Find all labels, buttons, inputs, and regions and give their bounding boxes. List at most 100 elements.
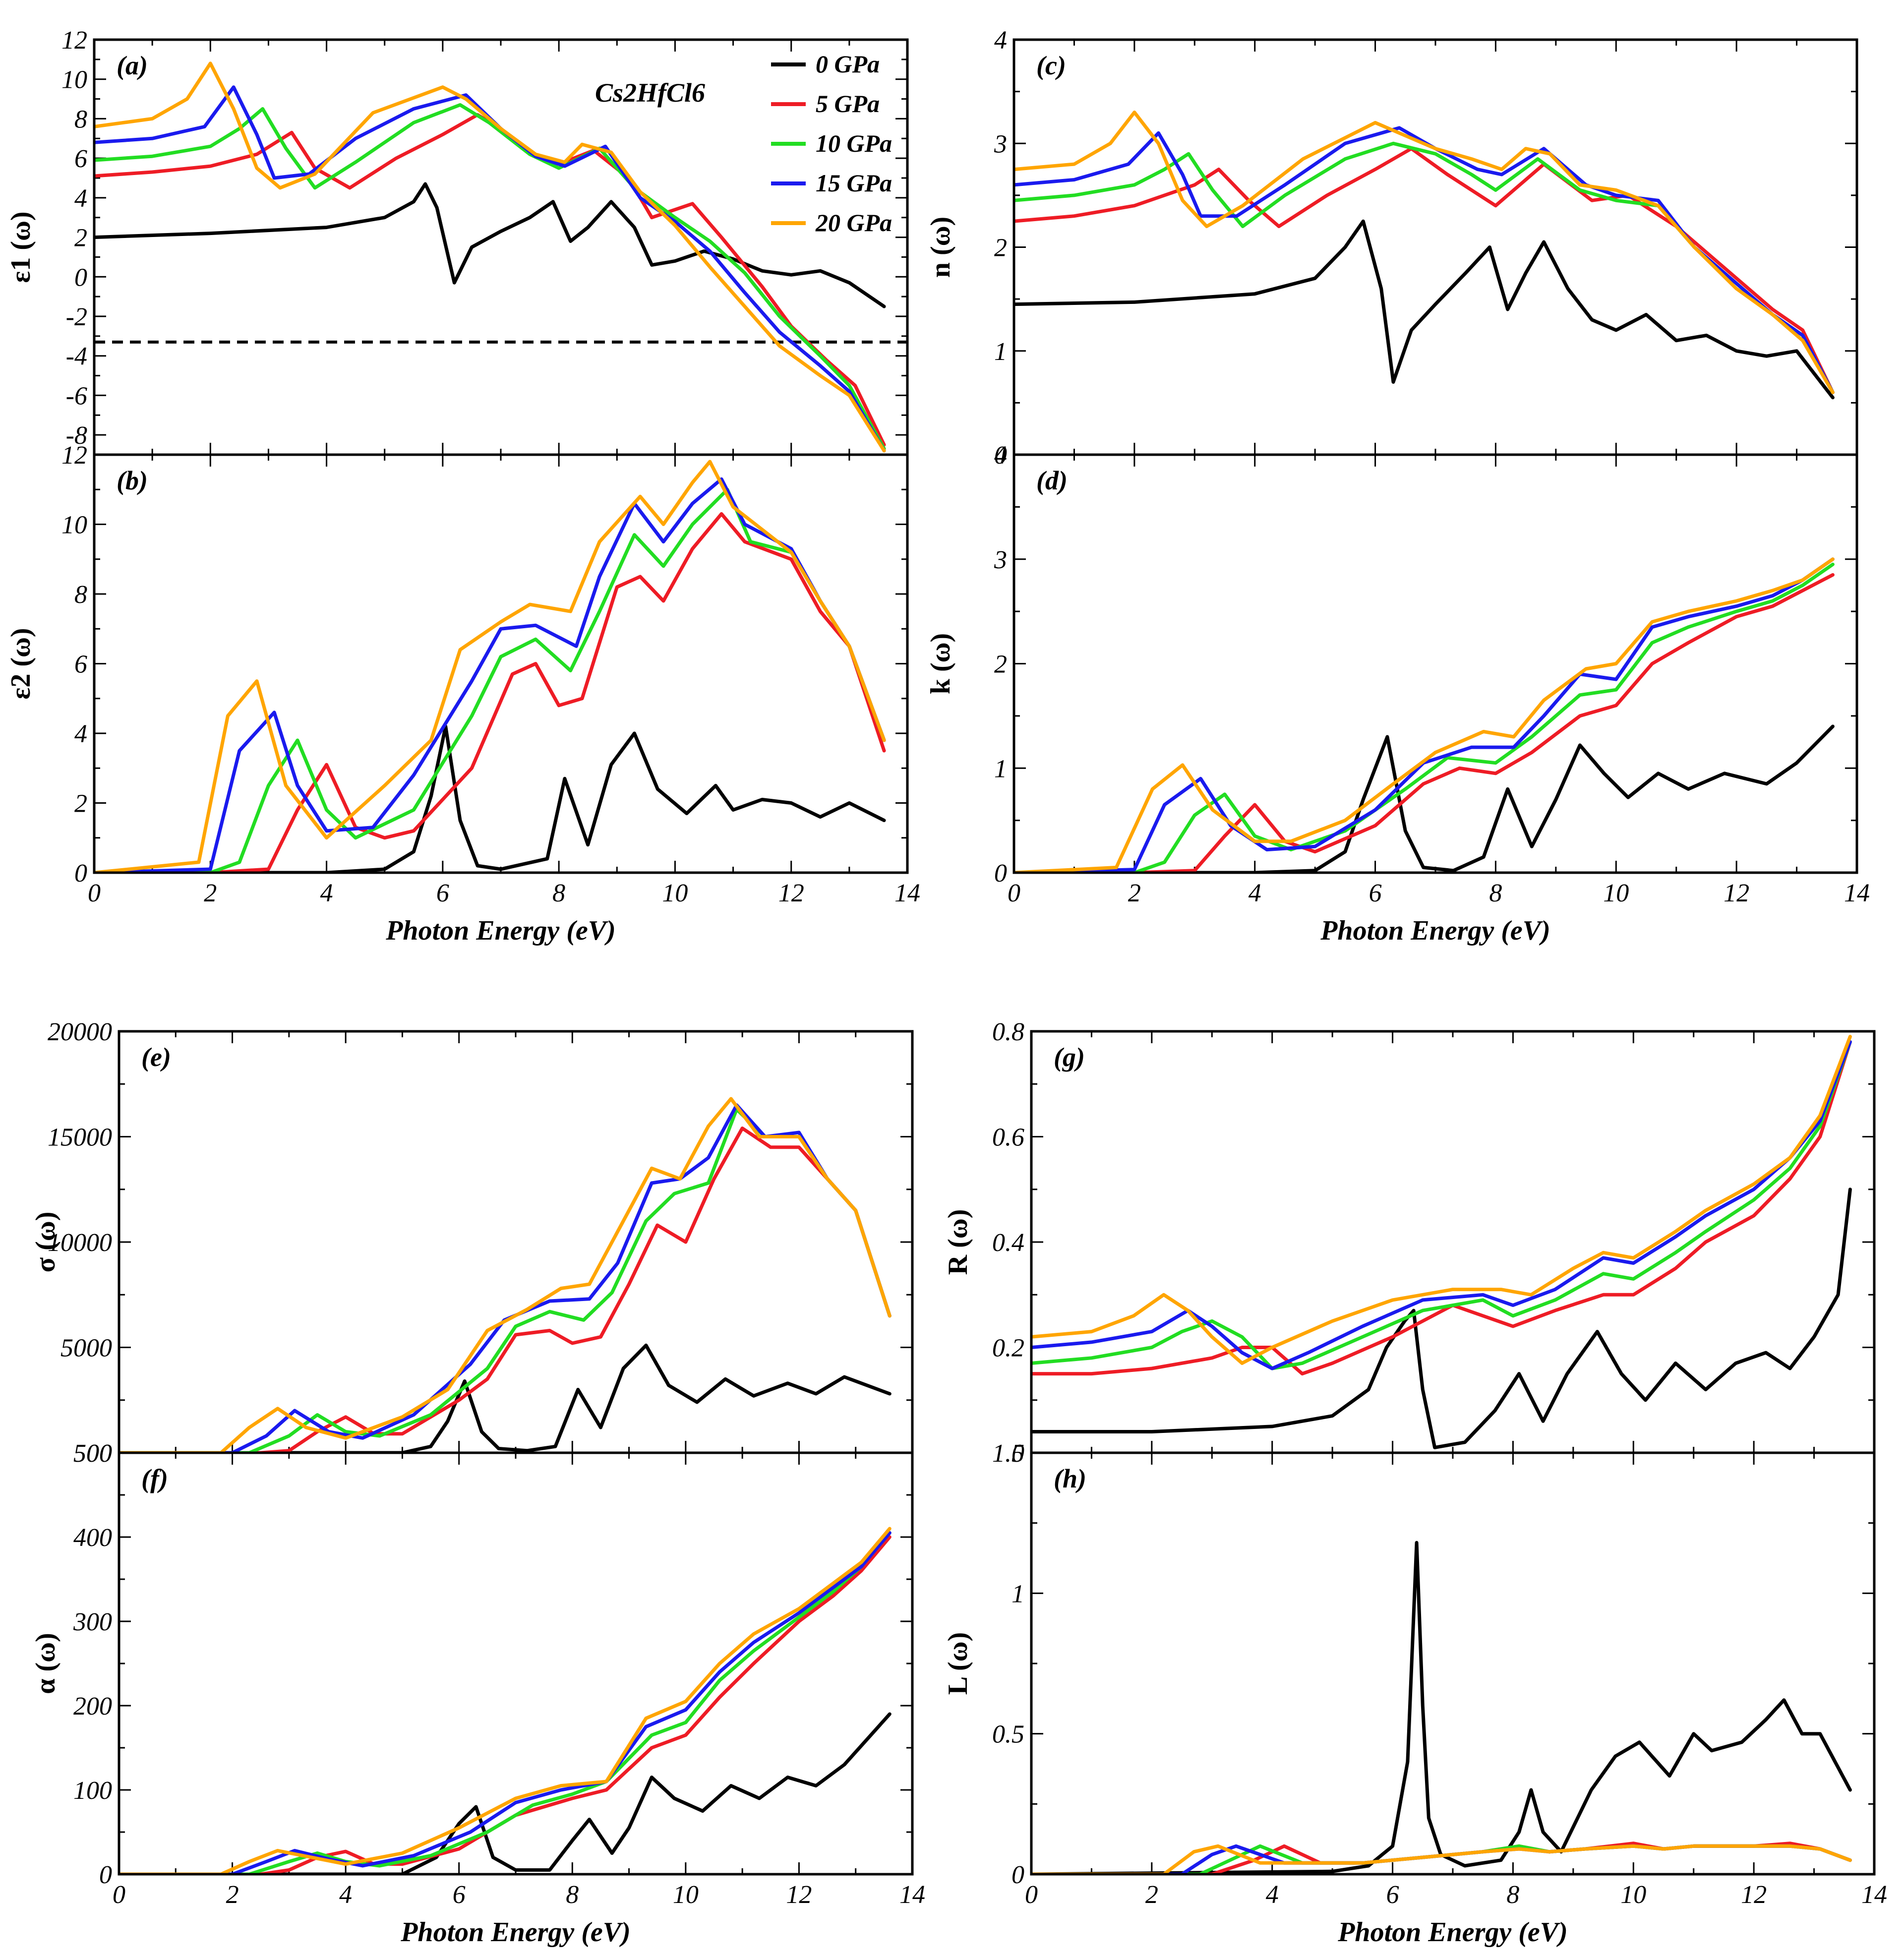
series-line-b-0-gpa (94, 724, 886, 873)
y-tick-label-d: 4 (994, 441, 1007, 470)
x-tick-label-h: 14 (1861, 1881, 1887, 1909)
y-tick-label-b: 12 (61, 441, 87, 470)
series-line-c-15-gpa (1014, 126, 1835, 394)
y-tick-label-e: 10000 (48, 1229, 112, 1257)
series-line-g-5-gpa (1031, 1040, 1852, 1376)
panel-g: 0 0.2 0.4 0.6 0.8 (g) R (ω) (943, 1018, 1876, 1468)
y-axis-label-c: n (ω) (925, 217, 956, 278)
panel-label-e: (e) (141, 1042, 171, 1072)
legend-entry-label: 10 GPa (816, 129, 892, 157)
series-line-f-20-gpa (119, 1527, 892, 1874)
y-tick-label-f: 0 (99, 1861, 112, 1889)
y-tick-label-a: 0 (74, 263, 87, 292)
y-tick-label-c: 1 (994, 338, 1007, 366)
series-line-b-15-gpa (94, 477, 886, 873)
x-tick-label-b: 10 (662, 879, 688, 907)
series-group-g (1031, 1035, 1852, 1449)
y-tick-label-f: 400 (73, 1524, 112, 1552)
panel-label-b: (b) (117, 466, 148, 495)
y-tick-label-f: 200 (73, 1692, 112, 1721)
legend-entry-label: 15 GPa (816, 169, 892, 197)
panel-e: 500 5000 10000 15000 20000 (e) σ (ω) (30, 1018, 914, 1468)
x-tick-label-f: 12 (786, 1881, 812, 1909)
y-tick-label-a: 2 (74, 224, 87, 252)
y-tick-label-h: 0.5 (992, 1721, 1024, 1749)
y-tick-label-a: 6 (74, 145, 87, 173)
x-tick-label-b: 12 (778, 879, 804, 907)
y-tick-label-b: 6 (74, 651, 87, 679)
x-tick-label-d: 12 (1724, 879, 1749, 907)
series-line-b-20-gpa (94, 460, 886, 873)
panel-label-f: (f) (141, 1464, 168, 1493)
panel-h: 0 2 4 6 8 10 12 14 0 0.5 1 1.5 (h) L (ω) Photon Energy… (943, 1439, 1887, 1948)
y-tick-label-d: 3 (994, 546, 1007, 574)
panel-label-h: (h) (1054, 1464, 1086, 1493)
series-line-a-10-gpa (94, 103, 886, 451)
x-tick-label-f: 0 (113, 1881, 125, 1909)
x-tick-label-b: 14 (894, 879, 920, 907)
panel-label-d: (d) (1036, 466, 1068, 495)
panel-b: 0 2 4 6 8 10 12 14 0 2 4 6 8 10 12 (b) ε2 (ω) Photon Ener… (5, 441, 920, 946)
x-axis-label-h: Photon Energy (eV) (1337, 1917, 1568, 1948)
x-tick-label-h: 10 (1620, 1881, 1646, 1909)
x-tick-label-f: 6 (453, 1881, 466, 1909)
x-tick-label-b: 8 (552, 879, 565, 907)
y-tick-label-g: 0.4 (992, 1229, 1024, 1257)
legend-entry-label: 20 GPa (815, 209, 892, 237)
series-line-g-10-gpa (1031, 1040, 1852, 1370)
x-tick-label-d: 4 (1249, 879, 1261, 907)
y-axis-label-h: L (ω) (943, 1632, 973, 1695)
panel-label-c: (c) (1036, 51, 1066, 80)
series-group-d (1014, 557, 1835, 873)
y-tick-label-b: 4 (74, 720, 87, 748)
legend: Cs2HfCl6 0 GPa 5 GPa 10 GPa 15 GPa 20 GPa (595, 50, 892, 237)
series-line-g-20-gpa (1031, 1035, 1852, 1365)
plot-frame-d (1012, 453, 1858, 874)
y-tick-label-g: 0 (1012, 1439, 1024, 1468)
y-tick-label-b: 0 (74, 859, 87, 888)
x-tick-label-h: 2 (1145, 1881, 1158, 1909)
series-line-e-0-gpa (119, 1343, 892, 1453)
y-tick-label-e: 5000 (60, 1334, 112, 1363)
series-line-e-5-gpa (119, 1127, 892, 1453)
y-tick-label-f: 100 (73, 1777, 112, 1805)
plot-frame-h (1030, 1451, 1876, 1876)
x-axis-label-f: Photon Energy (eV) (400, 1917, 631, 1948)
y-tick-label-e: 500 (73, 1439, 112, 1468)
x-tick-label-h: 0 (1025, 1881, 1038, 1909)
series-line-c-5-gpa (1014, 147, 1835, 394)
x-tick-label-b: 2 (204, 879, 217, 907)
panel-a: -8 -6 -4 -2 0 2 4 6 8 10 12 (a) ε1 (ω) (5, 26, 909, 456)
x-tick-label-b: 0 (88, 879, 101, 907)
y-axis-label-e: σ (ω) (30, 1212, 61, 1273)
series-line-f-10-gpa (119, 1531, 892, 1874)
series-line-c-0-gpa (1014, 219, 1835, 400)
legend-entry-label: 0 GPa (816, 50, 880, 78)
y-axis-label-b: ε2 (ω) (5, 628, 36, 699)
legend-entry-label: 5 GPa (816, 90, 880, 118)
y-tick-label-d: 0 (994, 859, 1007, 888)
series-line-e-15-gpa (119, 1103, 892, 1453)
x-tick-label-d: 14 (1844, 879, 1870, 907)
series-line-f-0-gpa (119, 1712, 892, 1874)
x-tick-label-h: 6 (1386, 1881, 1399, 1909)
series-group-a (94, 61, 886, 453)
y-tick-label-b: 8 (74, 581, 87, 609)
x-tick-label-f: 8 (566, 1881, 579, 1909)
y-tick-label-f: 500 (73, 1439, 112, 1468)
x-tick-label-d: 10 (1603, 879, 1629, 907)
x-tick-label-f: 2 (226, 1881, 239, 1909)
x-tick-label-f: 4 (339, 1881, 352, 1909)
series-line-e-20-gpa (119, 1097, 892, 1453)
x-axis-label-d: Photon Energy (eV) (1320, 915, 1550, 946)
y-tick-label-a: -2 (66, 303, 87, 331)
y-tick-label-f: 300 (73, 1608, 112, 1636)
y-axis-label-f: α (ω) (30, 1633, 61, 1694)
series-line-d-5-gpa (1014, 573, 1835, 873)
y-tick-label-d: 1 (994, 755, 1007, 783)
series-line-h-20-gpa (1031, 1844, 1852, 1874)
y-tick-label-h: 1.5 (992, 1439, 1024, 1468)
